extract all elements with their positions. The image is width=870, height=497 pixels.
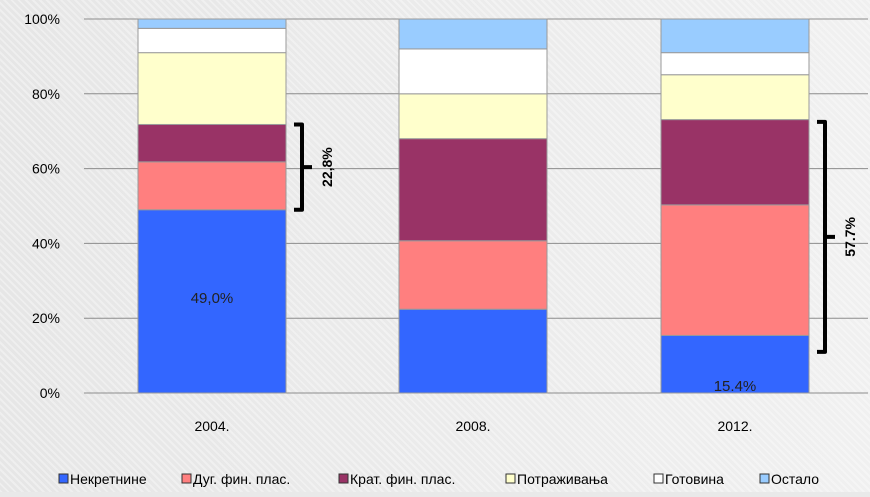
y-tick-label: 20% [32, 310, 60, 326]
legend-label: Потраживања [517, 471, 608, 487]
legend-swatch [338, 473, 349, 484]
legend-swatch [759, 473, 770, 484]
data-label: 15.4% [714, 378, 757, 395]
y-tick-label: 40% [32, 235, 60, 251]
legend-label: Крат. фин. плас. [350, 471, 455, 487]
y-axis: 0% 20% 40% 60% 80% 100% [24, 11, 60, 401]
x-category-label: 2008. [455, 418, 490, 434]
bar-segment [398, 240, 548, 310]
legend-swatch [653, 473, 664, 484]
brace [294, 122, 312, 212]
legend-swatch [58, 473, 69, 484]
bar-segment [660, 52, 810, 76]
bar-segment [137, 52, 287, 125]
y-tick-label: 0% [40, 385, 60, 401]
legend-label: Некретнине [70, 471, 147, 487]
brace [817, 119, 835, 354]
legend-swatch [505, 473, 516, 484]
bar-segment [398, 138, 548, 242]
bar-segment [137, 209, 287, 394]
legend-label: Дуг. фин. плас. [193, 471, 290, 487]
bars [137, 18, 810, 394]
brace-annotations: 22,8% 57.7% [294, 119, 858, 354]
bar-segment [137, 123, 287, 163]
brace-label: 22,8% [319, 147, 335, 187]
bar-segment [660, 74, 810, 121]
legend: Некретнине Дуг. фин. плас. Крат. фин. плас… [58, 471, 819, 487]
legend-label: Остало [771, 471, 819, 487]
bar-segment [398, 48, 548, 95]
bar-segment [398, 308, 548, 394]
bar-segment [137, 18, 287, 29]
bar-segment [398, 93, 548, 140]
brace-label: 57.7% [842, 216, 858, 256]
legend-label: Готовина [665, 471, 724, 487]
y-tick-label: 80% [32, 86, 60, 102]
bar-segment [660, 18, 810, 54]
y-tick-label: 100% [24, 11, 60, 27]
bar-segment [660, 119, 810, 206]
x-axis: 2004. 2008. 2012. [194, 418, 752, 434]
data-labels: 49,0% 15.4% [191, 290, 757, 395]
bar-segment [398, 18, 548, 50]
bar-segment [660, 334, 810, 394]
bar-segment [137, 27, 287, 54]
data-label: 49,0% [191, 290, 234, 307]
bar-segment [660, 204, 810, 336]
x-category-label: 2012. [717, 418, 752, 434]
legend-swatch [181, 473, 192, 484]
x-category-label: 2004. [194, 418, 229, 434]
y-tick-label: 60% [32, 161, 60, 177]
bar-segment [137, 161, 287, 211]
